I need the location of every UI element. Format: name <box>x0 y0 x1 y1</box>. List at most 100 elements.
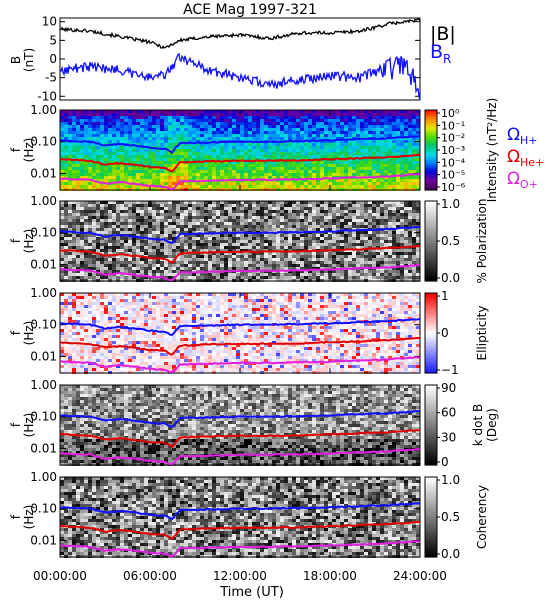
heatmap-cell <box>260 273 264 276</box>
heatmap-cell <box>388 276 392 279</box>
heatmap-cell <box>208 201 212 204</box>
heatmap-cell <box>336 122 340 125</box>
heatmap-cell <box>324 252 328 255</box>
heatmap-cell <box>292 216 296 219</box>
heatmap-cell <box>108 255 112 258</box>
heatmap-cell <box>160 146 164 149</box>
heatmap-cell <box>384 273 388 276</box>
heatmap-cell <box>356 182 360 185</box>
heatmap-cell <box>60 201 64 204</box>
heatmap-cell <box>224 116 228 119</box>
heatmap-cell <box>388 234 392 237</box>
heatmap-cell <box>204 131 208 134</box>
heatmap-cell <box>148 273 152 276</box>
heatmap-cell <box>360 201 364 204</box>
heatmap-cell <box>228 155 232 158</box>
heatmap-cell <box>208 152 212 155</box>
heatmap-cell <box>376 140 380 143</box>
heatmap-cell <box>228 273 232 276</box>
heatmap-cell <box>144 143 148 146</box>
heatmap-cell <box>240 164 244 167</box>
heatmap-cell <box>128 173 132 176</box>
heatmap-cell <box>60 125 64 128</box>
heatmap-cell <box>240 249 244 252</box>
heatmap-cell <box>132 261 136 264</box>
heatmap-cell <box>220 234 224 237</box>
heatmap-cell <box>156 164 160 167</box>
heatmap-cell <box>108 167 112 170</box>
heatmap-cell <box>280 222 284 225</box>
heatmap-cell <box>252 158 256 161</box>
heatmap-cell <box>136 264 140 267</box>
heatmap-cell <box>332 264 336 267</box>
heatmap-cell <box>128 125 132 128</box>
heatmap-cell <box>84 170 88 173</box>
heatmap-cell <box>128 243 132 246</box>
heatmap-cell <box>316 143 320 146</box>
heatmap-cell <box>184 119 188 122</box>
heatmap-cell <box>148 176 152 179</box>
heatmap-cell <box>404 131 408 134</box>
heatmap-cell <box>196 222 200 225</box>
heatmap-cell <box>152 182 156 185</box>
heatmap-cell <box>112 252 116 255</box>
heatmap-cell <box>128 134 132 137</box>
heatmap-cell <box>92 204 96 207</box>
heatmap-cell <box>156 134 160 137</box>
heatmap-cell <box>108 146 112 149</box>
heatmap-cell <box>144 119 148 122</box>
heatmap-cell <box>332 246 336 249</box>
heatmap-cell <box>280 204 284 207</box>
heatmap-cell <box>96 185 100 188</box>
heatmap-cell <box>388 143 392 146</box>
heatmap-cell <box>344 155 348 158</box>
heatmap-cell <box>380 110 384 113</box>
heatmap-cell <box>344 185 348 188</box>
heatmap-cell <box>172 146 176 149</box>
heatmap-cell <box>60 185 64 188</box>
heatmap-cell <box>248 125 252 128</box>
heatmap-cell <box>164 201 168 204</box>
heatmap-cell <box>384 204 388 207</box>
heatmap-cell <box>332 137 336 140</box>
heatmap-cell <box>224 204 228 207</box>
heatmap-cell <box>124 240 128 243</box>
heatmap-cell <box>60 152 64 155</box>
heatmap-cell <box>212 161 216 164</box>
heatmap-cell <box>316 243 320 246</box>
heatmap-cell <box>356 225 360 228</box>
heatmap-cell <box>172 243 176 246</box>
heatmap-cell <box>164 210 168 213</box>
heatmap-cell <box>108 173 112 176</box>
heatmap-cell <box>352 128 356 131</box>
heatmap-cell <box>220 155 224 158</box>
heatmap-cell <box>172 222 176 225</box>
heatmap-cell <box>128 110 132 113</box>
heatmap-cell <box>128 152 132 155</box>
colorbar-segment <box>425 156 437 159</box>
heatmap-cell <box>192 152 196 155</box>
heatmap-cell <box>156 219 160 222</box>
heatmap-cell <box>224 255 228 258</box>
heatmap-cell <box>108 125 112 128</box>
heatmap-cell <box>372 237 376 240</box>
heatmap-cell <box>160 219 164 222</box>
heatmap-cell <box>76 113 80 116</box>
heatmap-cell <box>224 158 228 161</box>
heatmap-cell <box>144 225 148 228</box>
heatmap-cell <box>300 146 304 149</box>
heatmap-cell <box>140 131 144 134</box>
heatmap-cell <box>400 158 404 161</box>
heatmap-cell <box>232 219 236 222</box>
heatmap-cell <box>176 173 180 176</box>
heatmap-cell <box>128 204 132 207</box>
heatmap-cell <box>288 152 292 155</box>
heatmap-cell <box>320 255 324 258</box>
heatmap-cell <box>264 185 268 188</box>
heatmap-cell <box>92 164 96 167</box>
heatmap-cell <box>128 210 132 213</box>
heatmap-cell <box>180 273 184 276</box>
heatmap-cell <box>260 143 264 146</box>
heatmap-cell <box>188 119 192 122</box>
heatmap-cell <box>80 249 84 252</box>
